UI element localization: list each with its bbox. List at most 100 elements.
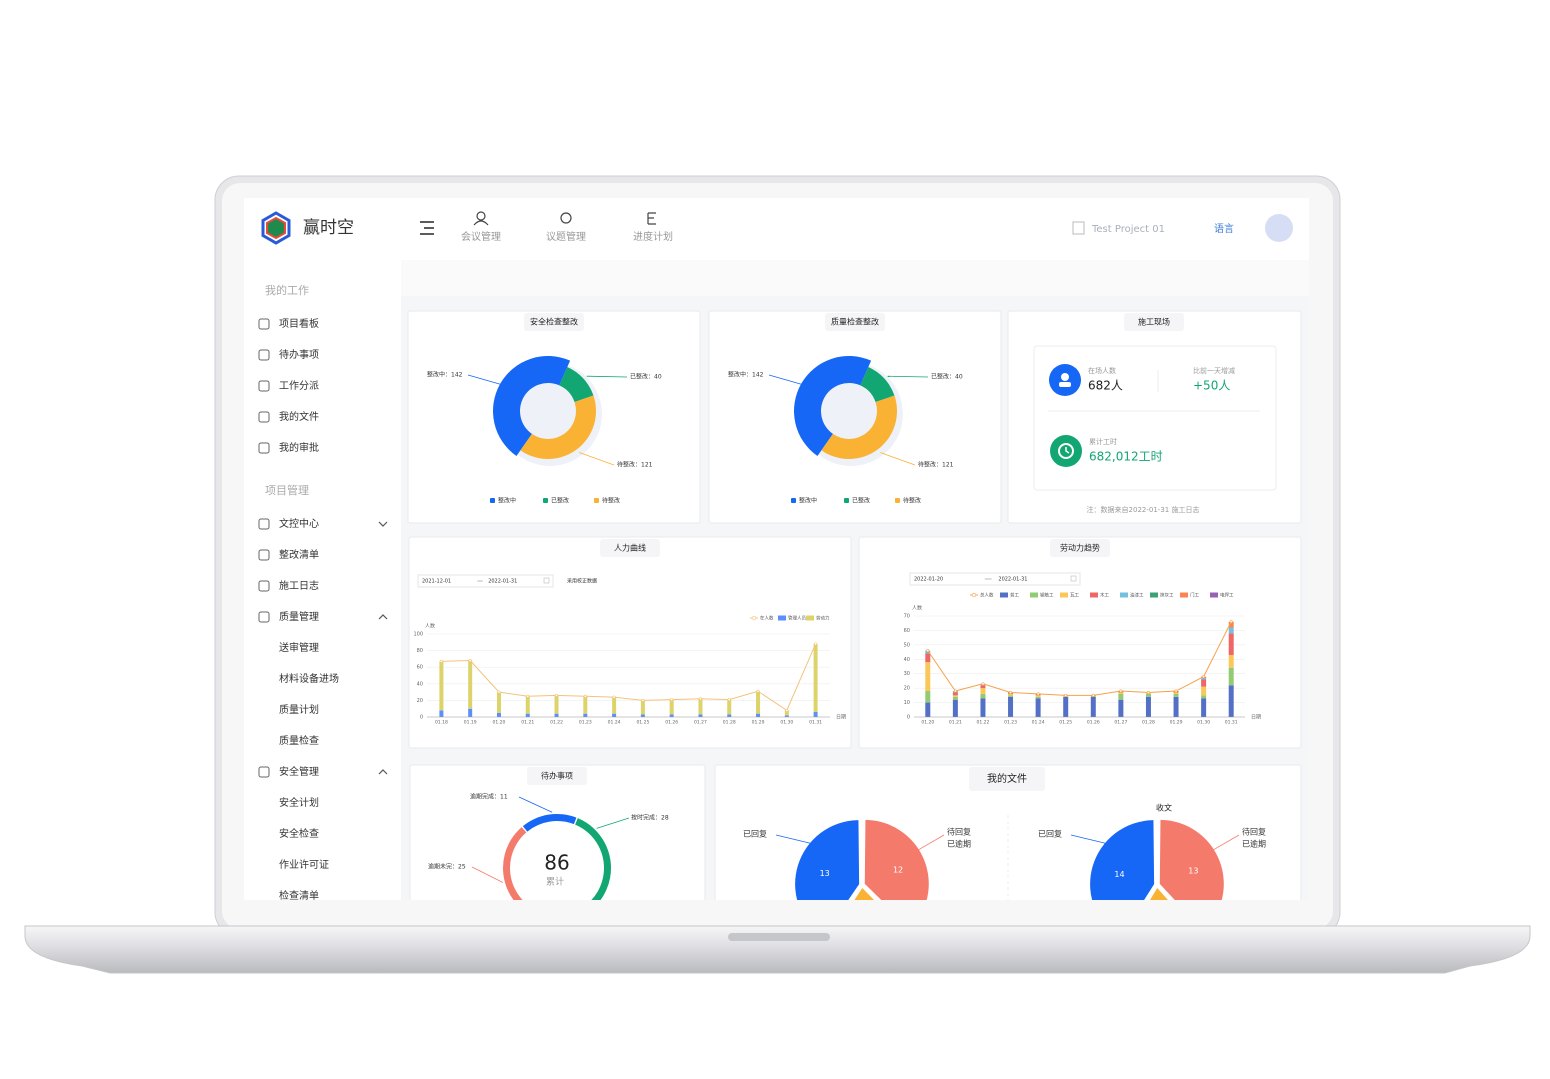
menu-item[interactable]: 文控中心 [279, 517, 319, 530]
legend-label: 门工 [1190, 592, 1199, 599]
segment [492, 355, 571, 457]
language-switch[interactable]: 语言 [1214, 222, 1234, 235]
legend-marker [1180, 592, 1188, 598]
menu-item[interactable]: 施工日志 [279, 579, 319, 592]
menu-item[interactable]: 整改清单 [279, 548, 319, 561]
project-name[interactable]: Test Project 01 [1091, 224, 1165, 235]
segment [1150, 887, 1169, 900]
bar [756, 713, 761, 717]
legend-label: 油漆工 [1130, 592, 1144, 599]
pie-label: 已逾期 [947, 839, 971, 849]
menu-chevron[interactable] [378, 769, 388, 775]
bar [669, 714, 674, 717]
line-point [1174, 689, 1178, 693]
leader-line [596, 817, 630, 829]
bar [1008, 696, 1014, 717]
submenu-item[interactable]: 质量检查 [279, 734, 319, 747]
segment [793, 355, 872, 457]
line-point [583, 694, 587, 698]
line-point [1091, 693, 1095, 697]
line-point [1229, 620, 1233, 624]
legend-label: 钢筋工 [1040, 592, 1054, 599]
bar [1035, 698, 1041, 717]
submenu-item[interactable]: 检查清单 [279, 889, 319, 902]
bar [1145, 693, 1151, 697]
menu-item[interactable]: 我的审批 [279, 441, 319, 454]
line-point [439, 659, 443, 663]
submenu-item[interactable]: 作业许可证 [279, 859, 329, 871]
legend-marker [751, 615, 757, 621]
bar [727, 714, 732, 717]
menu-icon[interactable] [420, 221, 434, 235]
nav-item[interactable]: 会议管理 [461, 230, 501, 243]
panel-title-tab [600, 539, 660, 557]
panel-title: 安全检查整改 [530, 317, 578, 327]
site-icon-body [1059, 382, 1071, 387]
date-input[interactable]: 2022-01-31 [998, 577, 1027, 583]
data-label: 逾期完成：11 [470, 793, 508, 801]
laptop-base [24, 925, 1531, 974]
legend-marker [1090, 592, 1098, 598]
line-point [814, 642, 818, 646]
menu-item[interactable]: 工作分派 [279, 380, 319, 392]
x-tick-label: 01.23 [579, 720, 592, 726]
nav-icons [473, 211, 656, 226]
pie-label: 已逾期 [1242, 839, 1266, 849]
x-tick-label: 01.26 [665, 720, 678, 726]
bar [583, 696, 588, 714]
date-input[interactable]: 2022-01-31 [488, 579, 517, 585]
bar [952, 692, 958, 696]
line-point [555, 693, 559, 697]
bar [1035, 695, 1041, 697]
menu-icon [258, 349, 270, 361]
x-tick-label: 01.18 [435, 720, 448, 726]
bar [925, 691, 931, 703]
date-input[interactable]: 2022-01-20 [914, 577, 943, 583]
nav-item[interactable]: 议题管理 [546, 230, 586, 243]
bar [554, 713, 559, 717]
leader-line [579, 452, 615, 466]
pie-label: 已回复 [743, 829, 767, 839]
slice-label: 14 [1114, 870, 1124, 879]
menu-item[interactable]: 质量管理 [279, 610, 319, 623]
bar [756, 691, 761, 714]
line-point [1202, 675, 1206, 679]
y-tick-label: 40 [417, 681, 423, 687]
bar [1228, 627, 1234, 634]
submenu-item[interactable]: 安全计划 [279, 796, 319, 809]
submenu-item[interactable]: 送审管理 [279, 641, 319, 654]
y-tick-label: 0 [907, 715, 910, 721]
submenu-item[interactable]: 质量计划 [279, 703, 319, 716]
y-tick-label: 40 [904, 657, 910, 663]
bar [1228, 621, 1234, 628]
x-tick-label: 01.31 [1225, 720, 1238, 726]
calendar-icon [543, 577, 550, 584]
line-point [785, 708, 789, 712]
submenu-item[interactable]: 安全检查 [279, 827, 319, 840]
date-input[interactable]: 2021-12-01 [422, 579, 451, 585]
menu-item[interactable]: 我的文件 [279, 410, 319, 423]
submenu-item[interactable]: 材料设备进场 [279, 672, 339, 685]
bar [1201, 679, 1207, 687]
bar [925, 662, 931, 692]
option-toggle[interactable]: 采用校正数据 [567, 578, 597, 585]
menu-item[interactable]: 待办事项 [279, 348, 319, 361]
menu-chevron[interactable] [378, 521, 388, 527]
avatar[interactable] [1265, 214, 1293, 242]
nav-item[interactable]: 进度计划 [633, 230, 673, 243]
y-tick-label: 60 [904, 628, 910, 634]
brand: 赢时空 [303, 218, 354, 238]
data-label: 整改中：142 [427, 371, 463, 379]
menu-chevron[interactable] [378, 614, 388, 620]
menu-item[interactable]: 项目看板 [279, 317, 319, 330]
x-tick-label: 01.24 [1032, 720, 1045, 726]
bar [583, 713, 588, 717]
axis-title: 日期 [836, 715, 846, 721]
stat-value: +50人 [1193, 379, 1230, 393]
bar [1201, 695, 1207, 699]
legend-marker [791, 498, 796, 503]
x-tick-label: 01.29 [1170, 720, 1183, 726]
bar [980, 693, 986, 699]
menu-item[interactable]: 安全管理 [279, 765, 319, 778]
